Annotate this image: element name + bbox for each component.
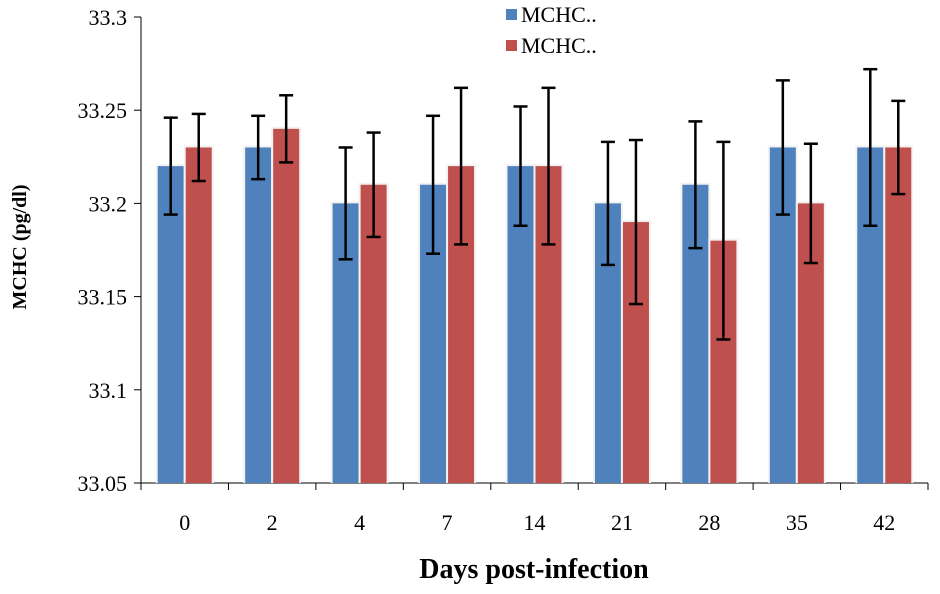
x-tick-label: 14 <box>524 510 546 535</box>
bar-series-group <box>155 126 914 484</box>
legend-label-series-1: MCHC.. <box>521 2 597 27</box>
x-axis: 0 2 4 7 14 21 28 35 42 <box>140 482 929 535</box>
x-tick-label: 0 <box>179 510 190 535</box>
y-axis: 33.05 33.1 33.15 33.2 33.25 33.3 <box>78 5 142 496</box>
y-tick-label: 33.2 <box>89 191 128 216</box>
x-tick-label: 7 <box>442 510 453 535</box>
y-tick-label: 33.05 <box>78 471 128 496</box>
bar-series-2-day-0 <box>185 147 212 484</box>
legend-swatch-series-2 <box>506 40 517 51</box>
y-tick-label: 33.1 <box>89 378 128 403</box>
x-tick-label: 4 <box>354 510 365 535</box>
y-tick-label: 33.3 <box>89 5 128 30</box>
x-tick-label: 35 <box>786 510 808 535</box>
bar-series-1-day-2 <box>245 147 272 484</box>
legend-label-series-2: MCHC.. <box>521 33 597 58</box>
x-tick-label: 21 <box>611 510 633 535</box>
x-tick-label: 2 <box>267 510 278 535</box>
y-axis-label: MCHC (pg/dl) <box>9 185 31 310</box>
legend-swatch-series-1 <box>506 9 517 20</box>
bar-series-2-day-2 <box>273 128 300 483</box>
error-bar-group <box>163 67 906 341</box>
x-tick-label: 42 <box>873 510 895 535</box>
legend: MCHC.. MCHC.. <box>506 2 597 58</box>
y-tick-label: 33.25 <box>78 98 128 123</box>
x-tick-label: 28 <box>698 510 720 535</box>
x-axis-label: Days post-infection <box>419 554 649 585</box>
bar-series-1-day-0 <box>157 166 184 483</box>
bar-series-2-day-42 <box>885 147 912 484</box>
y-tick-label: 33.15 <box>78 285 128 310</box>
